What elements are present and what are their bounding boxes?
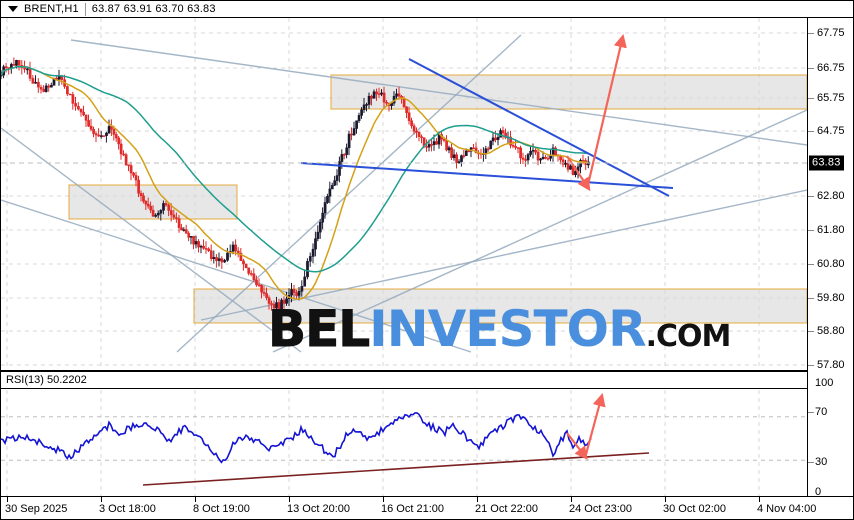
rsi-chart-canvas <box>1 390 807 496</box>
time-axis-label: 8 Oct 19:00 <box>193 503 250 515</box>
price-axis-label: 60.80 <box>817 258 845 270</box>
price-tick <box>808 365 814 366</box>
time-tick <box>477 497 478 502</box>
price-axis-label: 66.75 <box>817 62 845 74</box>
channel-line <box>1 127 302 353</box>
forecast-arrows[interactable] <box>566 34 627 192</box>
price-tick <box>808 196 814 197</box>
divider <box>84 2 86 16</box>
watermark-part-3: .COM <box>645 319 732 354</box>
rsi-top-border <box>1 388 807 389</box>
rsi-tick <box>808 412 814 413</box>
time-tick <box>759 497 760 502</box>
price-pane[interactable] <box>1 18 807 370</box>
symbol-bar: BRENT,H1 63.87 63.91 63.70 63.83 <box>1 1 853 18</box>
price-tick <box>808 131 814 132</box>
price-axis-label: 64.75 <box>817 125 845 137</box>
rsi-tick <box>808 462 814 463</box>
channel-line <box>1 199 472 353</box>
rsi-axis-label: 30 <box>815 456 828 468</box>
price-tick <box>808 264 814 265</box>
channel-line <box>70 39 807 146</box>
time-axis-label: 24 Oct 23:00 <box>569 503 632 515</box>
watermark-part-2: INVESTOR <box>369 300 646 358</box>
time-tick <box>101 497 102 502</box>
price-axis-label: 58.80 <box>817 325 845 337</box>
time-tick <box>289 497 290 502</box>
watermark-part-1: BEL <box>267 300 370 358</box>
price-axis-label: 61.80 <box>817 224 845 236</box>
time-tick <box>665 497 666 502</box>
watermark: BELINVESTOR.COM <box>267 304 732 355</box>
rsi-indicator-label: RSI(13) 50.2202 <box>6 374 87 386</box>
moving-average-slow <box>1 65 589 273</box>
rsi-line <box>1 412 592 464</box>
ohlc-values: 63.87 63.91 63.70 63.83 <box>91 3 216 15</box>
rsi-axis-label: 100 <box>815 377 834 389</box>
price-tick <box>808 298 814 299</box>
price-axis-label: 67.75 <box>817 27 845 39</box>
price-axis-label: 57.80 <box>817 359 845 371</box>
rsi-axis-label: 0 <box>815 486 822 498</box>
time-axis[interactable]: 30 Sep 2025 3 Oct 18:00 8 Oct 19:00 13 Oct … <box>1 496 853 519</box>
current-price-tag: 63.83 <box>809 155 844 171</box>
candlestick-series <box>1 57 590 316</box>
time-tick <box>195 497 196 502</box>
time-tick <box>571 497 572 502</box>
time-axis-label: 3 Oct 18:00 <box>99 503 156 515</box>
price-axis-label: 65.75 <box>817 92 845 104</box>
moving-average-fast <box>1 65 589 300</box>
price-chart-canvas <box>1 18 807 370</box>
price-tick <box>808 331 814 332</box>
arrow-down <box>566 155 591 192</box>
channel-line <box>272 109 807 353</box>
price-axis[interactable]: 67.75 66.75 65.75 64.75 62.80 61.80 60.80 59.80… <box>807 18 853 498</box>
time-axis-label: 4 Nov 04:00 <box>757 503 817 515</box>
time-tick <box>7 497 8 502</box>
price-tick <box>808 68 814 69</box>
time-axis-label: 30 Sep 2025 <box>5 503 68 515</box>
price-tick <box>808 33 814 34</box>
time-axis-label: 13 Oct 20:00 <box>287 503 350 515</box>
time-axis-label: 16 Oct 21:00 <box>381 503 444 515</box>
time-axis-label: 21 Oct 22:00 <box>475 503 538 515</box>
time-axis-label: 30 Oct 02:00 <box>663 503 726 515</box>
rsi-arrow-up <box>583 393 606 459</box>
trend-channels[interactable] <box>1 34 807 353</box>
price-axis-label: 59.80 <box>817 292 845 304</box>
chevron-down-icon[interactable] <box>8 6 18 12</box>
trendline-support[interactable] <box>300 162 674 189</box>
price-tick <box>808 230 814 231</box>
rsi-pane[interactable] <box>1 371 807 496</box>
zone-rect <box>330 74 807 110</box>
rsi-axis-label: 70 <box>815 406 828 418</box>
rsi-arrow-down <box>566 432 588 460</box>
symbol-label: BRENT,H1 <box>24 3 79 15</box>
price-tick <box>808 98 814 99</box>
pane-separator[interactable] <box>1 370 853 371</box>
blue-trendlines[interactable] <box>300 58 674 197</box>
arrow-up <box>585 34 627 190</box>
time-tick <box>383 497 384 502</box>
price-axis-label: 62.80 <box>817 190 845 202</box>
trendline-resistance[interactable] <box>408 58 670 197</box>
rsi-trendline[interactable] <box>142 452 650 486</box>
